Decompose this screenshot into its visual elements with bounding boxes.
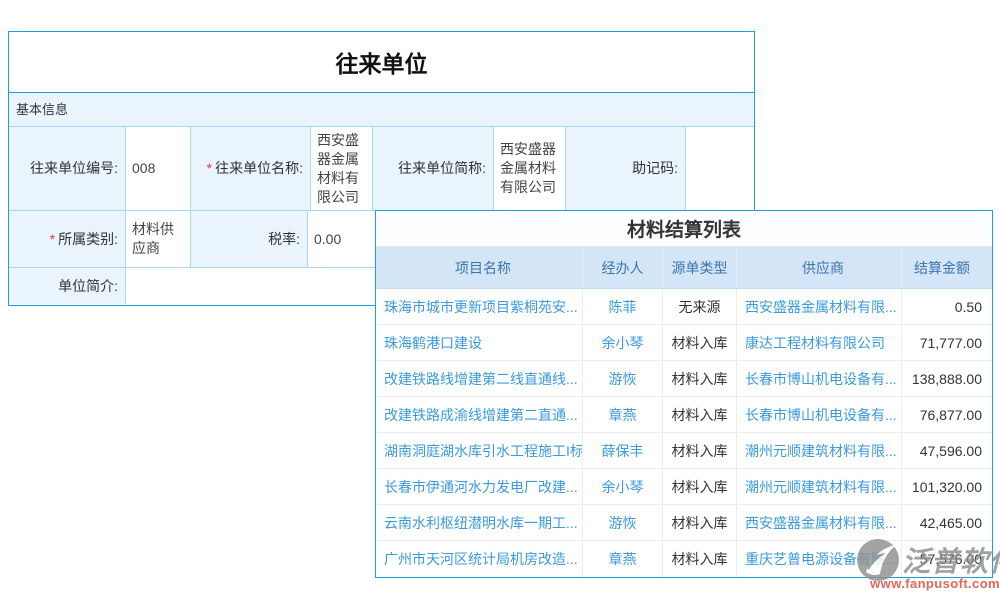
supplier-link[interactable]: 西安盛器金属材料有限... <box>737 289 902 324</box>
table-row: 珠海市城市更新项目紫桐苑安... 陈菲 无来源 西安盛器金属材料有限... 0.50 <box>376 289 992 325</box>
settlement-table-header: 项目名称 经办人 源单类型 供应商 结算金额 <box>376 247 992 289</box>
mnemonic-field[interactable] <box>686 127 754 210</box>
name-label: * 往来单位名称: <box>191 127 311 210</box>
operator-link[interactable]: 薛保丰 <box>583 433 663 468</box>
operator-link[interactable]: 陈菲 <box>583 289 663 324</box>
operator-link[interactable]: 游恢 <box>583 505 663 540</box>
amount-text: 57,576.00 <box>919 551 982 567</box>
source-type-text: 材料入库 <box>663 433 737 468</box>
category-label: * 所属类别: <box>9 211 126 267</box>
column-header-project: 项目名称 <box>376 247 583 288</box>
operator-link[interactable]: 章燕 <box>583 541 663 577</box>
operator-link[interactable]: 游恢 <box>583 361 663 396</box>
category-field[interactable]: 材料供应商 <box>126 211 191 267</box>
amount-text: 0.50 <box>954 298 982 315</box>
required-asterisk: * <box>206 160 213 176</box>
source-type-text: 材料入库 <box>663 397 737 432</box>
operator-link[interactable]: 余小琴 <box>583 469 663 504</box>
supplier-link[interactable]: 重庆艺普电源设备有限... <box>737 541 902 577</box>
amount-text: 138,888.00 <box>911 370 982 387</box>
mnemonic-label: 助记码: <box>566 127 686 210</box>
required-asterisk: * <box>49 230 56 247</box>
column-header-supplier: 供应商 <box>737 247 902 288</box>
code-label: 往来单位编号: <box>9 127 126 210</box>
operator-link[interactable]: 余小琴 <box>583 325 663 360</box>
watermark-url-text: www.fanpusoft.com <box>870 576 1000 591</box>
section-header-basic-info: 基本信息 <box>9 93 754 127</box>
project-link[interactable]: 改建铁路线增建第二线直通线... <box>376 361 583 396</box>
settlement-list-panel: 材料结算列表 项目名称 经办人 源单类型 供应商 结算金额 珠海市城市更新项目紫… <box>375 210 993 578</box>
settlement-list-title: 材料结算列表 <box>376 211 992 247</box>
form-row-1: 往来单位编号: 008 * 往来单位名称: 西安盛器金属材料有限公司 往来单位简… <box>9 127 754 211</box>
table-row: 珠海鹤港口建设 余小琴 材料入库 康达工程材料有限公司 71,777.00 <box>376 325 992 361</box>
supplier-link[interactable]: 西安盛器金属材料有限... <box>737 505 902 540</box>
code-field[interactable]: 008 <box>126 127 191 210</box>
project-link[interactable]: 长春市伊通河水力发电厂改建... <box>376 469 583 504</box>
amount-text: 76,877.00 <box>919 406 982 423</box>
name-field[interactable]: 西安盛器金属材料有限公司 <box>311 127 373 210</box>
table-row: 湖南洞庭湖水库引水工程施工I标 薛保丰 材料入库 潮州元顺建筑材料有限... 47,59… <box>376 433 992 469</box>
page-title: 往来单位 <box>9 32 754 93</box>
operator-link[interactable]: 章燕 <box>583 397 663 432</box>
supplier-link[interactable]: 长春市博山机电设备有... <box>737 397 902 432</box>
supplier-link[interactable]: 长春市博山机电设备有... <box>737 361 902 396</box>
source-type-text: 材料入库 <box>663 361 737 396</box>
business-partner-form-panel: 往来单位 基本信息 往来单位编号: 008 * 往来单位名称: 西安盛器金属材料… <box>8 31 755 306</box>
column-header-source: 源单类型 <box>663 247 737 288</box>
project-link[interactable]: 改建铁路成渝线增建第二直通... <box>376 397 583 432</box>
project-link[interactable]: 湖南洞庭湖水库引水工程施工I标 <box>376 433 583 468</box>
amount-text: 42,465.00 <box>919 514 982 531</box>
table-row: 改建铁路成渝线增建第二直通... 章燕 材料入库 长春市博山机电设备有... 76,87… <box>376 397 992 433</box>
amount-text: 101,320.00 <box>911 478 982 495</box>
column-header-operator: 经办人 <box>583 247 663 288</box>
source-type-text: 材料入库 <box>663 505 737 540</box>
project-link[interactable]: 广州市天河区统计局机房改造... <box>376 541 583 577</box>
supplier-link[interactable]: 潮州元顺建筑材料有限... <box>737 433 902 468</box>
table-row: 广州市天河区统计局机房改造... 章燕 材料入库 重庆艺普电源设备有限... 57,57… <box>376 541 992 577</box>
settlement-rows: 珠海市城市更新项目紫桐苑安... 陈菲 无来源 西安盛器金属材料有限... 0.50 珠海… <box>376 289 992 577</box>
tax-rate-label: 税率: <box>191 211 308 267</box>
category-label-text: 所属类别: <box>58 230 118 247</box>
project-link[interactable]: 珠海鹤港口建设 <box>376 325 583 360</box>
source-type-text: 材料入库 <box>663 325 737 360</box>
source-type-text: 材料入库 <box>663 541 737 577</box>
amount-text: 47,596.00 <box>919 442 982 459</box>
project-link[interactable]: 云南水利枢纽潜明水库一期工... <box>376 505 583 540</box>
supplier-link[interactable]: 潮州元顺建筑材料有限... <box>737 469 902 504</box>
column-header-amount: 结算金额 <box>914 259 970 276</box>
intro-label: 单位简介: <box>9 268 126 304</box>
table-row: 长春市伊通河水力发电厂改建... 余小琴 材料入库 潮州元顺建筑材料有限... 101,… <box>376 469 992 505</box>
short-name-field[interactable]: 西安盛器金属材料有限公司 <box>494 127 566 210</box>
table-row: 云南水利枢纽潜明水库一期工... 游恢 材料入库 西安盛器金属材料有限... 42,46… <box>376 505 992 541</box>
project-link[interactable]: 珠海市城市更新项目紫桐苑安... <box>376 289 583 324</box>
source-type-text: 材料入库 <box>663 469 737 504</box>
short-name-label: 往来单位简称: <box>373 127 494 210</box>
amount-text: 71,777.00 <box>919 334 982 351</box>
table-row: 改建铁路线增建第二线直通线... 游恢 材料入库 长春市博山机电设备有... 138,8… <box>376 361 992 397</box>
name-label-text: 往来单位名称: <box>215 160 303 176</box>
source-type-text: 无来源 <box>663 289 737 324</box>
supplier-link[interactable]: 康达工程材料有限公司 <box>737 325 902 360</box>
